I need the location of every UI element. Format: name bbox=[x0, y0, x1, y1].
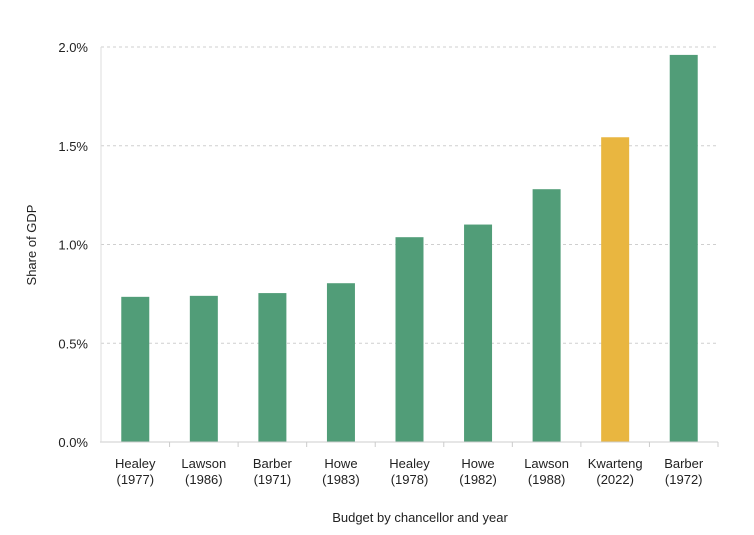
bars bbox=[121, 54, 698, 443]
bar bbox=[326, 283, 355, 442]
y-tick-labels: 0.0% 0.5% 1.0% 1.5% 2.0% bbox=[58, 40, 88, 450]
x-tick-label: (1972) bbox=[665, 472, 703, 487]
bar bbox=[121, 296, 150, 442]
bar bbox=[464, 224, 493, 442]
x-tick-label: (1988) bbox=[528, 472, 566, 487]
y-tick-label: 1.0% bbox=[58, 238, 88, 253]
x-tick-label: Lawson bbox=[181, 456, 226, 471]
x-tick-label: Healey bbox=[115, 456, 156, 471]
y-tick-label: 0.5% bbox=[58, 336, 88, 351]
y-axis-label: Share of GDP bbox=[24, 205, 39, 286]
x-tick-label: Howe bbox=[324, 456, 357, 471]
x-tick-label: (1978) bbox=[391, 472, 429, 487]
x-tick-label: (1982) bbox=[459, 472, 497, 487]
x-tick-label: (1971) bbox=[254, 472, 292, 487]
x-tick-label: (2022) bbox=[596, 472, 634, 487]
x-tick-label: Lawson bbox=[524, 456, 569, 471]
x-tick-label: Healey bbox=[389, 456, 430, 471]
y-tick-label: 2.0% bbox=[58, 40, 88, 55]
x-tick-labels: Healey(1977)Lawson(1986)Barber(1971)Howe… bbox=[115, 442, 719, 487]
bar bbox=[532, 189, 561, 442]
x-axis-label: Budget by chancellor and year bbox=[332, 510, 508, 525]
x-tick-label: Barber bbox=[664, 456, 704, 471]
x-tick-label: (1986) bbox=[185, 472, 223, 487]
y-tick-label: 1.5% bbox=[58, 139, 88, 154]
bar bbox=[258, 293, 287, 442]
bar bbox=[189, 295, 218, 442]
bar bbox=[669, 54, 698, 443]
bar bbox=[601, 137, 630, 442]
x-tick-label: (1983) bbox=[322, 472, 360, 487]
x-tick-label: (1977) bbox=[116, 472, 154, 487]
bar bbox=[395, 237, 424, 442]
x-tick-label: Howe bbox=[461, 456, 494, 471]
x-tick-label: Kwarteng bbox=[588, 456, 643, 471]
x-tick-label: Barber bbox=[253, 456, 293, 471]
y-tick-label: 0.0% bbox=[58, 435, 88, 450]
